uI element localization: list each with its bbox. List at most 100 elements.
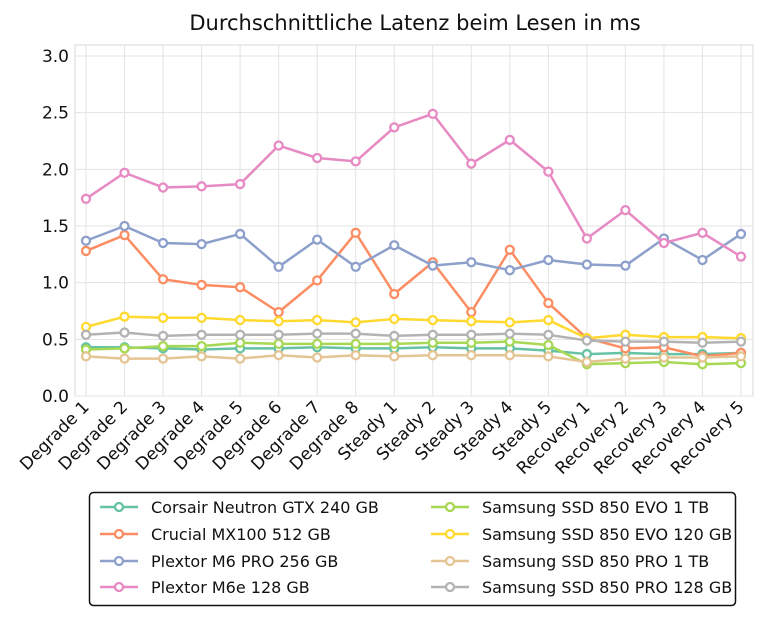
data-point	[312, 338, 323, 350]
legend-item: Samsung SSD 850 EVO 120 GB	[431, 525, 732, 544]
legend-item: Samsung SSD 850 PRO 128 GB	[431, 578, 732, 597]
data-point	[466, 350, 477, 361]
data-point	[466, 329, 477, 340]
data-point	[312, 234, 323, 245]
data-point	[80, 329, 92, 340]
data-point	[350, 317, 361, 328]
data-point	[157, 237, 169, 249]
legend-item: Corsair Neutron GTX 240 GB	[100, 498, 379, 517]
legend-swatch-marker	[113, 501, 125, 513]
data-point	[312, 314, 323, 326]
series-group	[80, 108, 747, 370]
legend-swatch-marker	[444, 581, 456, 593]
data-point	[157, 330, 169, 342]
data-point	[196, 181, 207, 192]
data-point	[581, 233, 593, 244]
data-point	[389, 351, 400, 362]
legend-label: Samsung SSD 850 PRO 1 TB	[482, 552, 709, 571]
data-point	[581, 356, 593, 368]
data-point	[312, 275, 323, 286]
series-7	[80, 327, 747, 348]
data-point	[312, 328, 323, 339]
data-point	[427, 329, 438, 340]
data-point	[581, 335, 593, 346]
data-point	[389, 240, 400, 251]
legend-label: Plextor M6 PRO 256 GB	[151, 552, 338, 571]
data-point	[350, 261, 361, 272]
data-point	[119, 327, 130, 338]
data-point	[697, 352, 708, 363]
series-line	[85, 224, 742, 272]
legend-swatch-marker	[444, 555, 456, 567]
legend: Corsair Neutron GTX 240 GB Crucial MX100 …	[88, 491, 737, 607]
data-point	[581, 259, 593, 270]
data-point	[234, 178, 246, 190]
data-point	[543, 339, 554, 351]
data-point	[466, 316, 477, 327]
data-point	[504, 134, 515, 146]
data-point	[350, 227, 361, 238]
data-point	[273, 140, 284, 151]
data-point	[504, 317, 515, 328]
data-point	[389, 330, 400, 342]
data-point	[196, 329, 207, 340]
series-line	[85, 340, 742, 366]
data-point	[427, 108, 438, 119]
data-point	[234, 329, 246, 340]
y-tick-label: 1.5	[42, 217, 69, 237]
data-point	[273, 316, 284, 327]
series-line	[85, 331, 742, 344]
data-point	[119, 353, 130, 364]
chart-title: Durchschnittliche Latenz beim Lesen in m…	[189, 11, 640, 35]
legend-swatch-marker	[113, 555, 125, 567]
y-tick-label: 2.5	[42, 104, 69, 124]
data-point	[543, 351, 554, 362]
data-point	[543, 297, 554, 309]
legend-label: Crucial MX100 512 GB	[151, 525, 331, 544]
data-point	[234, 228, 246, 240]
data-point	[466, 158, 477, 169]
data-point	[273, 329, 284, 340]
data-point	[620, 260, 631, 271]
series-6	[80, 350, 747, 368]
data-point	[157, 182, 169, 193]
data-point	[504, 350, 515, 361]
data-point	[157, 312, 169, 323]
data-point	[620, 336, 631, 347]
data-point	[389, 313, 400, 325]
data-point	[234, 314, 246, 326]
data-point	[389, 122, 400, 133]
data-point	[735, 351, 747, 362]
legend-label: Samsung SSD 850 EVO 120 GB	[482, 525, 732, 544]
series-line	[85, 315, 742, 340]
data-point	[427, 350, 438, 361]
data-point	[273, 306, 284, 318]
data-point	[658, 237, 670, 249]
data-point	[504, 244, 515, 255]
legend-label: Plextor M6e 128 GB	[151, 578, 310, 597]
data-point	[350, 156, 361, 167]
data-point	[543, 166, 554, 177]
legend-swatch-marker	[113, 528, 125, 540]
data-point	[735, 336, 747, 347]
data-point	[735, 228, 747, 240]
legend-swatch-marker	[444, 528, 456, 540]
y-tick-label: 2.0	[42, 160, 69, 180]
legend-label: Samsung SSD 850 EVO 1 TB	[482, 498, 709, 517]
series-line	[86, 346, 742, 356]
data-point	[427, 260, 438, 271]
data-point	[620, 353, 631, 364]
series-line	[85, 353, 742, 364]
y-axis: 0.0 0.5 1.0 1.5 2.0 2.5 3.0	[42, 47, 69, 407]
data-point	[697, 227, 708, 238]
data-point	[234, 353, 246, 364]
legend-item: Crucial MX100 512 GB	[100, 525, 331, 544]
data-point	[119, 220, 130, 232]
legend-item: Samsung SSD 850 EVO 1 TB	[431, 498, 709, 517]
data-point	[427, 314, 438, 326]
legend-label: Corsair Neutron GTX 240 GB	[151, 498, 379, 517]
legend-swatch-marker	[444, 501, 456, 513]
